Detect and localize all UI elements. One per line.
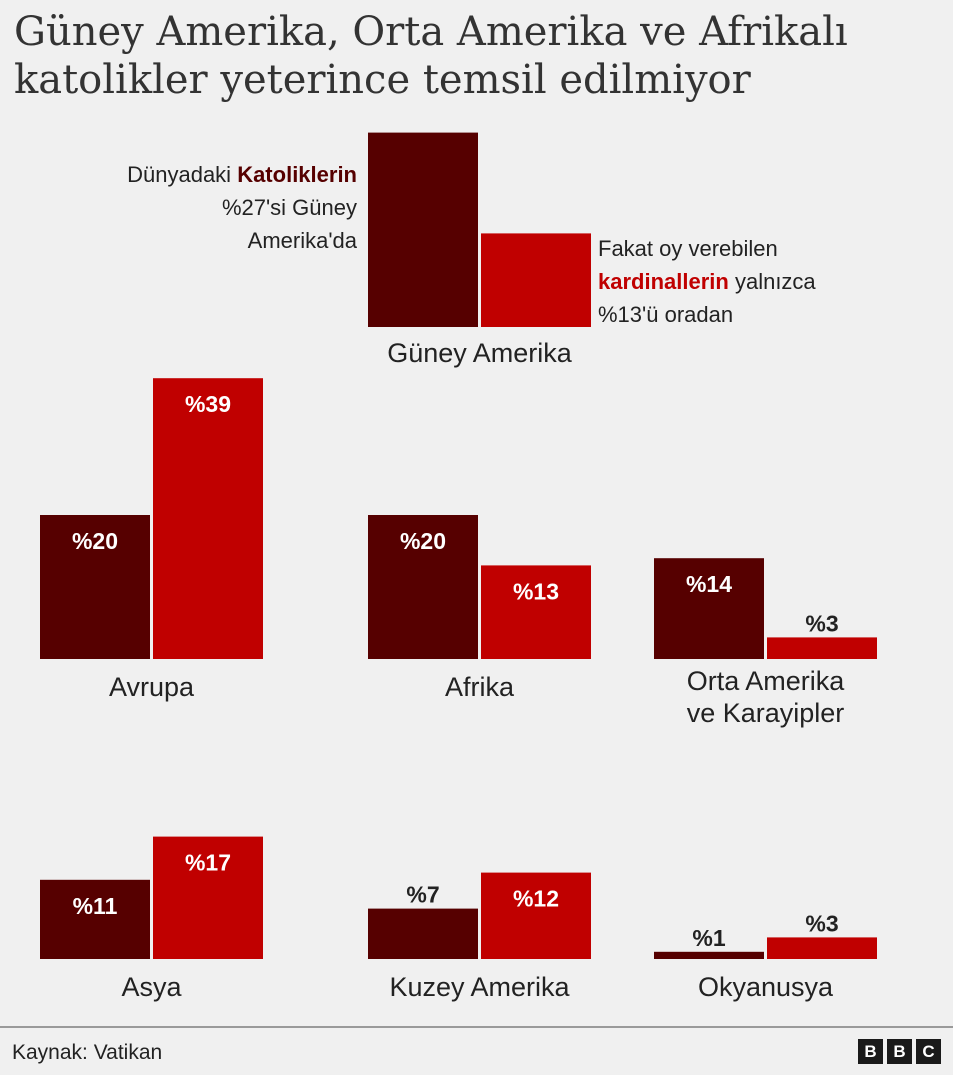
bar-catholics-5 xyxy=(368,908,478,959)
chart-title: Güney Amerika, Orta Amerika ve Afrikalı … xyxy=(14,8,934,104)
bar-cardinals-1 xyxy=(153,378,263,659)
annotation-catholics: Dünyadaki Katoliklerin %27'si Güney Amer… xyxy=(37,158,357,257)
bar-label-cardinals-1: %39 xyxy=(185,391,231,417)
bar-label-catholics-3: %14 xyxy=(686,571,732,597)
bar-cardinals-6 xyxy=(767,937,877,959)
bar-label-cardinals-3: %3 xyxy=(805,610,838,636)
bar-catholics-0 xyxy=(368,132,478,327)
category-label-2-0: Afrika xyxy=(445,672,515,702)
category-label-0-0: Güney Amerika xyxy=(387,338,573,368)
category-label-5-0: Kuzey Amerika xyxy=(389,972,570,1002)
bar-label-cardinals-6: %3 xyxy=(805,910,838,936)
category-label-1-0: Avrupa xyxy=(109,672,195,702)
bar-catholics-2 xyxy=(368,515,478,659)
category-label-3-1: ve Karayipler xyxy=(687,698,845,728)
footer-divider xyxy=(0,1026,953,1028)
bar-label-cardinals-2: %13 xyxy=(513,578,559,604)
annotation-cardinals-line-1: Fakat oy verebilen xyxy=(598,236,778,261)
annotation-cardinals: Fakat oy verebilen kardinallerin yalnızc… xyxy=(598,232,928,331)
annotation-catholics-keyword: Katoliklerin xyxy=(237,162,357,187)
source-text: Kaynak: Vatikan xyxy=(12,1041,163,1064)
bar-cardinals-0 xyxy=(481,233,591,327)
category-label-3-0: Orta Amerika xyxy=(687,666,846,696)
annotation-cardinals-line-3: %13'ü oradan xyxy=(598,302,734,327)
chart-title-line-2: katolikler yeterince temsil edilmiyor xyxy=(14,57,751,103)
category-label-4-0: Asya xyxy=(121,972,182,1002)
annotation-cardinals-suffix: yalnızca xyxy=(728,269,816,294)
bar-label-catholics-5: %7 xyxy=(406,882,439,908)
annotation-catholics-line-2: %27'si Güney xyxy=(221,195,357,220)
bar-label-cardinals-5: %12 xyxy=(513,886,559,912)
annotation-catholics-prefix: Dünyadaki xyxy=(127,162,238,187)
panel-5: %7 %12 Kuzey Amerika xyxy=(368,872,591,1002)
bbc-logo-letter-3: C xyxy=(916,1039,941,1064)
bar-label-catholics-6: %1 xyxy=(692,925,725,951)
bar-cardinals-3 xyxy=(767,637,877,659)
annotation-catholics-line-3: Amerika'da xyxy=(247,228,357,253)
bar-label-catholics-1: %20 xyxy=(72,528,118,554)
bar-label-catholics-4: %11 xyxy=(73,893,118,919)
bar-catholics-4 xyxy=(40,879,150,959)
bbc-logo-letter-2: B xyxy=(887,1039,912,1064)
chart-title-line-1: Güney Amerika, Orta Amerika ve Afrikalı xyxy=(14,9,848,55)
panel-0: Güney Amerika xyxy=(368,132,591,368)
panel-1: %20 %39 Avrupa xyxy=(40,378,263,702)
bar-label-catholics-2: %20 xyxy=(400,528,446,554)
bar-catholics-6 xyxy=(654,951,764,959)
bar-label-cardinals-4: %17 xyxy=(185,850,231,876)
bar-catholics-3 xyxy=(654,558,764,659)
bar-cardinals-4 xyxy=(153,836,263,959)
bar-cardinals-2 xyxy=(481,565,591,659)
bar-cardinals-5 xyxy=(481,872,591,959)
bbc-logo: B B C xyxy=(858,1039,941,1064)
bar-catholics-1 xyxy=(40,515,150,659)
annotation-cardinals-keyword: kardinallerin xyxy=(598,269,729,294)
panel-4: %11 %17 Asya xyxy=(40,836,263,1002)
panel-6: %1 %3 Okyanusya xyxy=(654,910,877,1002)
bbc-logo-letter-1: B xyxy=(858,1039,883,1064)
category-label-6-0: Okyanusya xyxy=(698,972,834,1002)
panel-2: %20 %13 Afrika xyxy=(368,515,591,702)
